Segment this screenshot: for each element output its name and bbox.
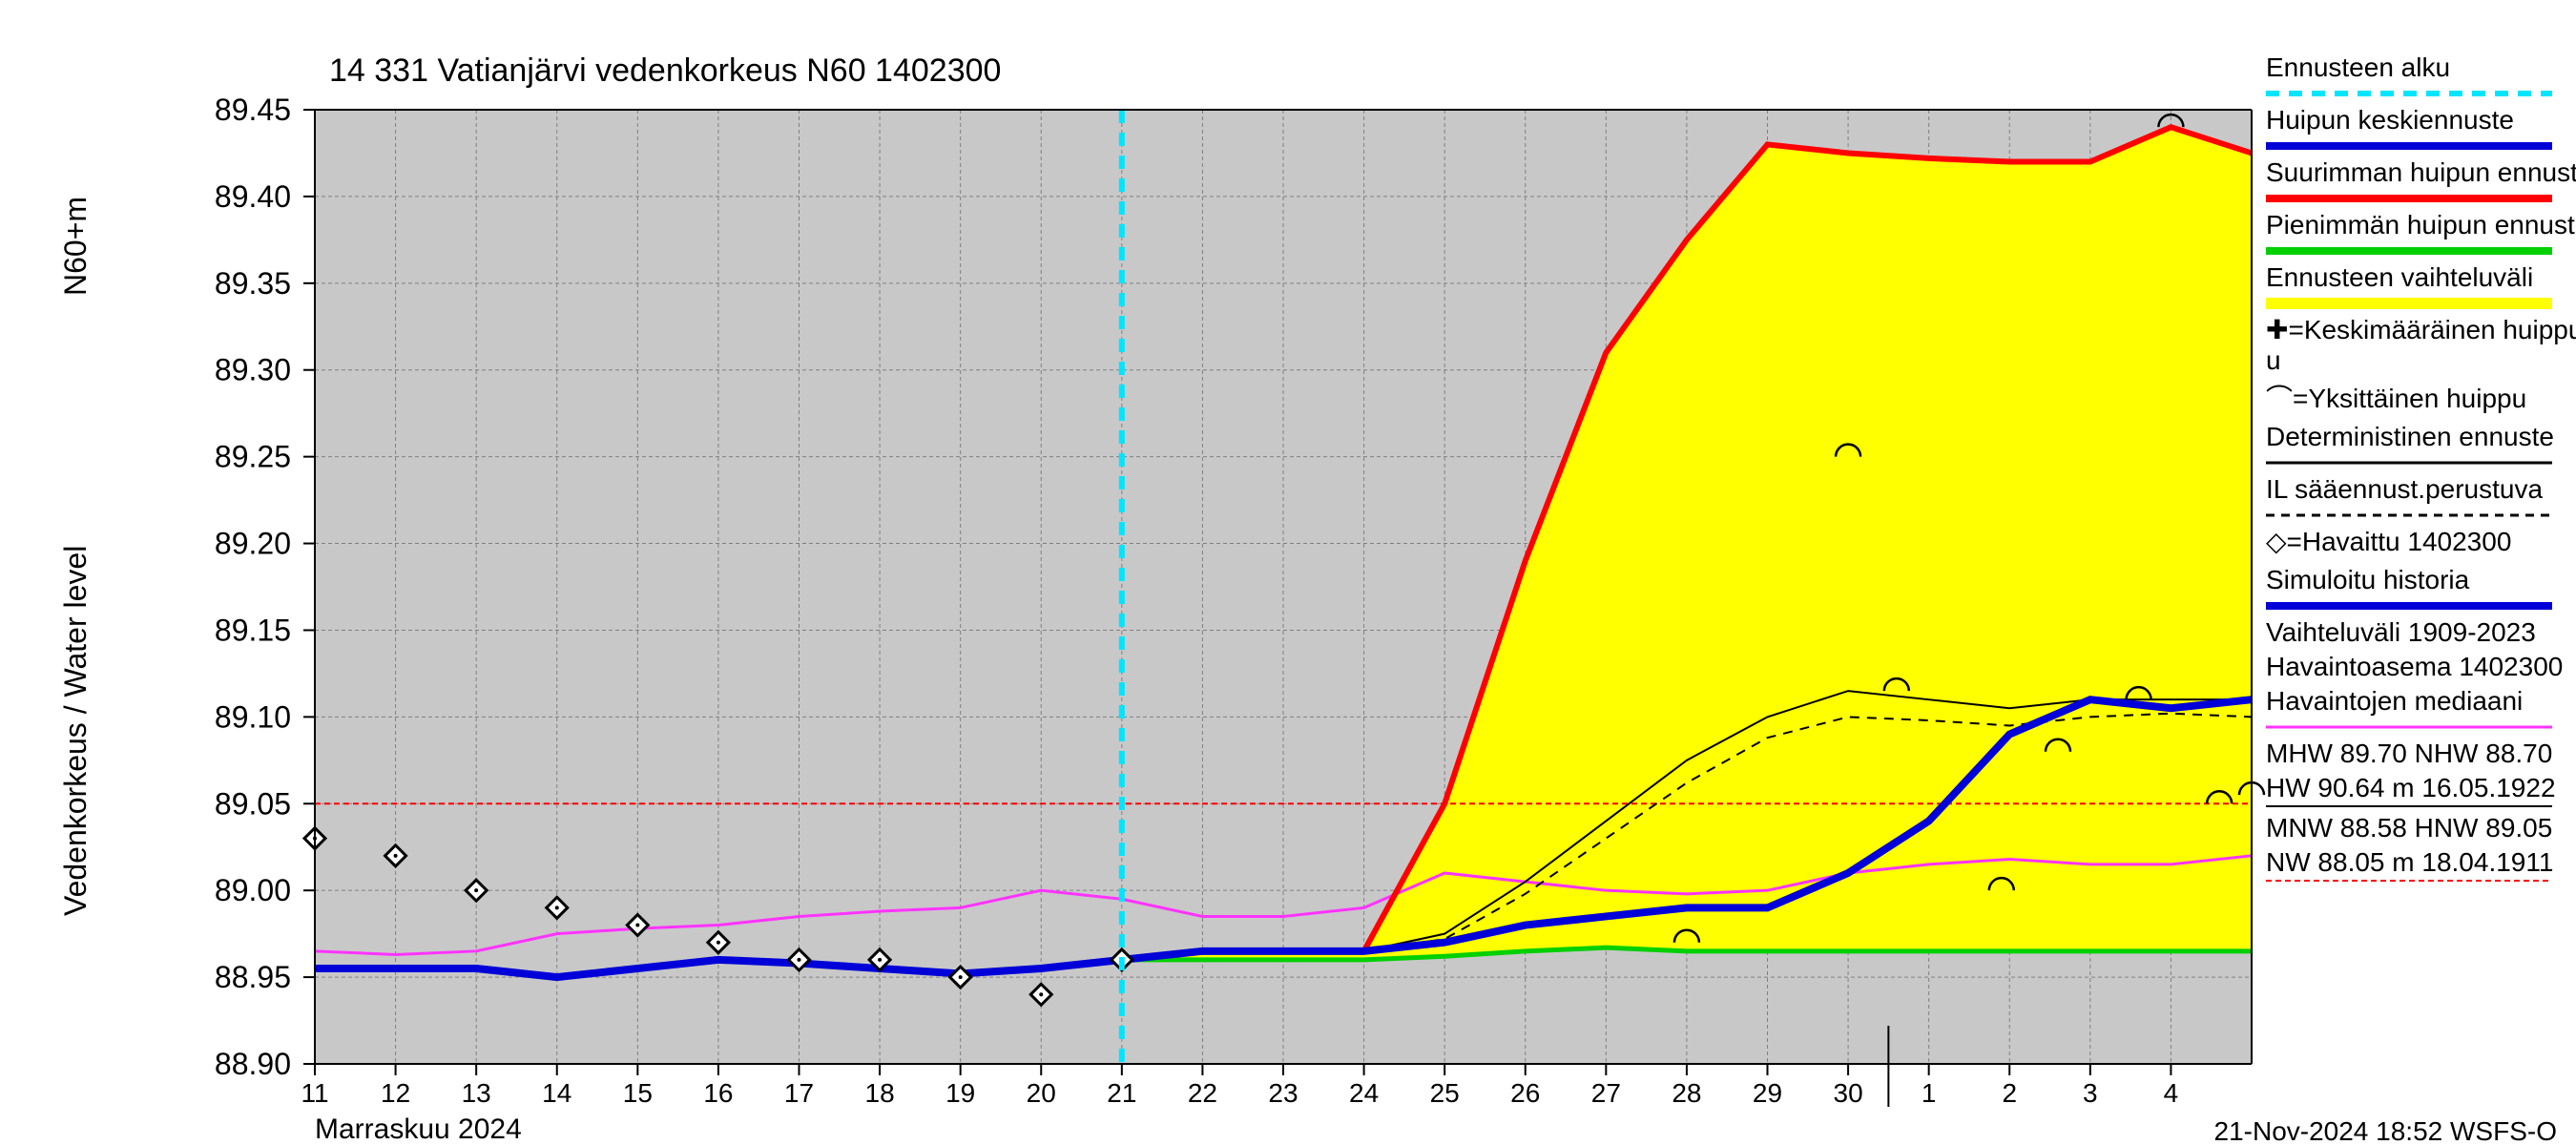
x-tick-label: 21 [1107, 1078, 1136, 1108]
y-label-unit: N60+m [58, 197, 93, 296]
legend-label: MHW 89.70 NHW 88.70 [2266, 739, 2552, 768]
legend-label: Havaintojen mediaani [2266, 686, 2523, 716]
x-tick-label: 12 [381, 1078, 410, 1108]
observed-marker-dot [555, 906, 559, 909]
x-tick-label: 14 [542, 1078, 571, 1108]
x-tick-label: 15 [623, 1078, 653, 1108]
y-tick-label: 88.95 [215, 960, 291, 994]
x-tick-label: 17 [784, 1078, 814, 1108]
x-tick-label: 23 [1268, 1078, 1298, 1108]
y-tick-label: 89.20 [215, 527, 291, 561]
legend-label: Ennusteen alku [2266, 52, 2450, 82]
observed-marker-dot [959, 975, 963, 979]
observed-marker-dot [394, 854, 398, 858]
legend-label: ✚=Keskimääräinen huippu [2266, 315, 2576, 344]
y-tick-label: 89.40 [215, 179, 291, 214]
observed-marker-dot [635, 924, 639, 927]
chart-title: 14 331 Vatianjärvi vedenkorkeus N60 1402… [329, 52, 1001, 89]
legend-label: ⌒=Yksittäinen huippu [2266, 384, 2526, 413]
y-tick-label: 89.15 [215, 613, 291, 647]
x-tick-label: 22 [1188, 1078, 1217, 1108]
observed-marker-dot [798, 958, 801, 962]
y-tick-label: 89.45 [215, 93, 291, 127]
x-tick-label: 29 [1753, 1078, 1782, 1108]
legend-label: HW 90.64 m 16.05.1922 [2266, 773, 2556, 802]
x-tick-label: 27 [1591, 1078, 1621, 1108]
y-tick-label: 89.30 [215, 353, 291, 387]
legend-label-wrap: u [2266, 345, 2281, 375]
legend-label: Huipun keskiennuste [2266, 105, 2514, 135]
x-tick-label: 2 [2002, 1078, 2017, 1108]
y-tick-label: 89.05 [215, 786, 291, 821]
x-tick-label: 3 [2083, 1078, 2098, 1108]
chart-container: 88.90 88.95 89.00 89.05 89.10 89.15 89.20 89.25… [0, 0, 2576, 1145]
legend-label: Ennusteen vaihteluväli [2266, 262, 2533, 292]
x-tick-label: 26 [1510, 1078, 1540, 1108]
legend-label: Simuloitu historia [2266, 565, 2470, 594]
y-tick-label: 89.00 [215, 873, 291, 907]
observed-marker-dot [717, 941, 720, 945]
chart-svg: 88.90 88.95 89.00 89.05 89.10 89.15 89.20 89.25… [0, 0, 2576, 1145]
legend-label: Vaihteluväli 1909-2023 [2266, 617, 2536, 647]
legend-label: IL sääennust.perustuva [2266, 474, 2543, 504]
observed-marker-dot [474, 888, 478, 892]
y-tick-label: 89.35 [215, 266, 291, 301]
x-tick-label: 4 [2164, 1078, 2179, 1108]
x-tick-label: 30 [1834, 1078, 1863, 1108]
x-tick-label: 24 [1349, 1078, 1379, 1108]
x-tick-label: 19 [945, 1078, 975, 1108]
x-tick-label: 20 [1027, 1078, 1056, 1108]
observed-marker-dot [1039, 992, 1043, 996]
legend-label: Suurimman huipun ennuste [2266, 157, 2576, 187]
x-tick-label: 25 [1430, 1078, 1460, 1108]
legend-label: NW 88.05 m 18.04.1911 [2266, 847, 2553, 877]
x-tick-label: 18 [865, 1078, 895, 1108]
legend-label: ◇=Havaittu 1402300 [2266, 527, 2511, 556]
x-tick-label: 16 [703, 1078, 733, 1108]
x-tick-label: 11 [301, 1078, 328, 1108]
y-tick-label: 89.10 [215, 699, 291, 734]
y-tick-label: 89.25 [215, 440, 291, 474]
x-month-fi: Marraskuu 2024 [315, 1114, 522, 1145]
x-tick-label: 28 [1672, 1078, 1701, 1108]
footer-text: 21-Nov-2024 18:52 WSFS-O [2214, 1116, 2558, 1145]
legend-label: Pienimmän huipun ennuste [2266, 210, 2576, 239]
y-label-fi: Vedenkorkeus / Water level [58, 546, 93, 916]
x-tick-label: 13 [462, 1078, 491, 1108]
legend-sample [2266, 298, 2552, 309]
legend-label: Deterministinen ennuste [2266, 422, 2554, 451]
y-tick-label: 88.90 [215, 1047, 291, 1081]
observed-marker-dot [878, 958, 882, 962]
legend-label: Havaintoasema 1402300 [2266, 652, 2563, 681]
x-tick-label: 1 [1922, 1078, 1937, 1108]
legend-label: MNW 88.58 HNW 89.05 [2266, 813, 2552, 843]
